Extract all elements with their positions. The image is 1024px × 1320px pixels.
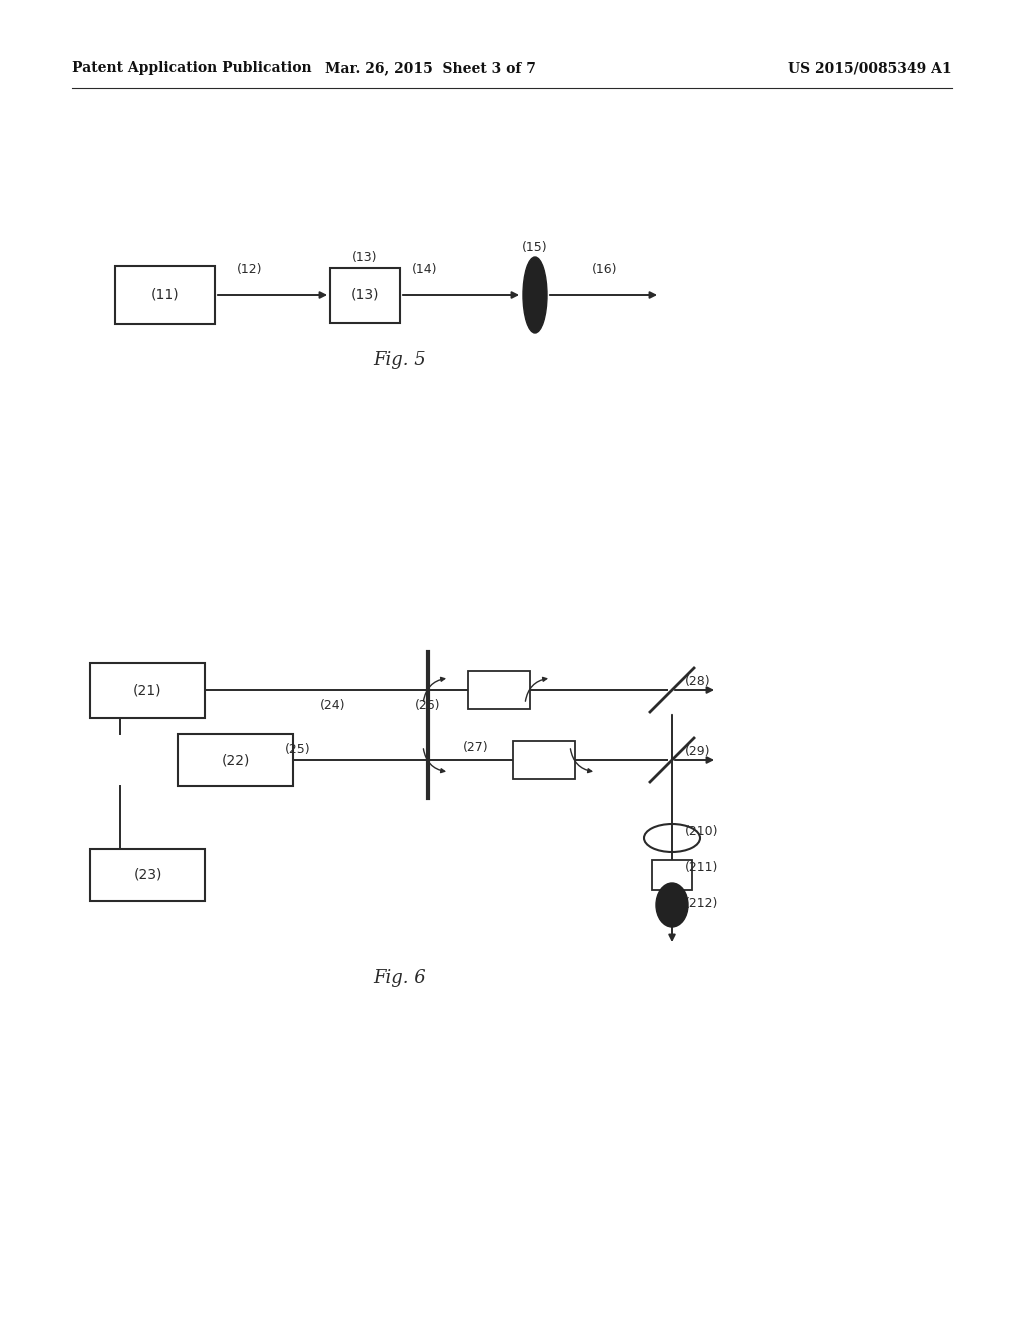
Text: (29): (29) xyxy=(685,746,711,759)
Text: (21): (21) xyxy=(133,682,162,697)
Text: (13): (13) xyxy=(352,252,378,264)
Text: (25): (25) xyxy=(285,743,310,756)
Bar xyxy=(513,741,575,779)
Bar xyxy=(178,734,293,785)
Ellipse shape xyxy=(656,883,688,927)
Text: (24): (24) xyxy=(319,698,345,711)
Text: (11): (11) xyxy=(151,288,179,302)
Bar xyxy=(90,663,205,718)
Text: (23): (23) xyxy=(133,869,162,882)
Text: (16): (16) xyxy=(592,264,617,276)
Text: (210): (210) xyxy=(685,825,719,838)
Text: Patent Application Publication: Patent Application Publication xyxy=(72,61,311,75)
Bar xyxy=(330,268,400,322)
Text: (15): (15) xyxy=(522,242,548,255)
Text: Mar. 26, 2015  Sheet 3 of 7: Mar. 26, 2015 Sheet 3 of 7 xyxy=(325,61,536,75)
Text: (14): (14) xyxy=(413,264,437,276)
Ellipse shape xyxy=(523,257,547,333)
Text: (28): (28) xyxy=(685,676,711,689)
Text: (26): (26) xyxy=(415,698,440,711)
Text: (211): (211) xyxy=(685,862,719,874)
Bar xyxy=(90,849,205,902)
Text: Fig. 6: Fig. 6 xyxy=(374,969,426,987)
Text: (13): (13) xyxy=(351,288,379,302)
Text: (22): (22) xyxy=(221,752,250,767)
Bar xyxy=(468,671,530,709)
Text: (27): (27) xyxy=(463,742,488,755)
Text: (212): (212) xyxy=(685,898,719,911)
Text: US 2015/0085349 A1: US 2015/0085349 A1 xyxy=(788,61,952,75)
Text: Fig. 5: Fig. 5 xyxy=(374,351,426,370)
Bar xyxy=(652,861,692,890)
Bar xyxy=(115,267,215,323)
Text: (12): (12) xyxy=(238,264,263,276)
